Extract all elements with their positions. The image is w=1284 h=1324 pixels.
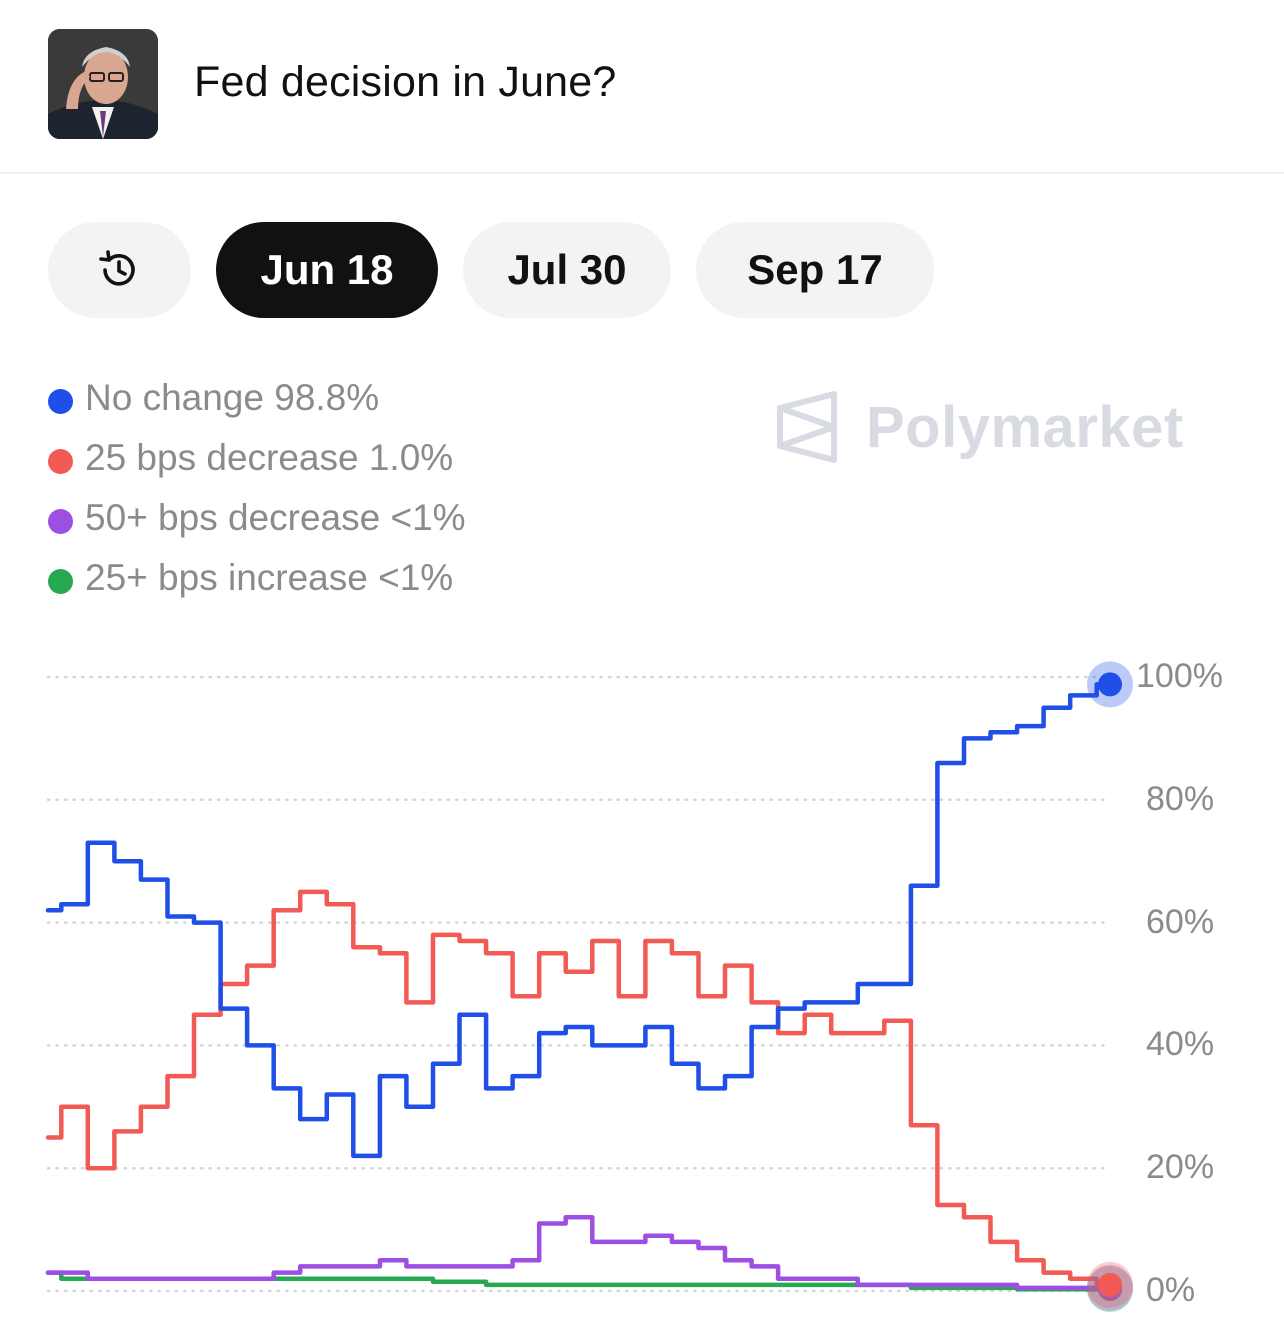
endpoint-marker	[1098, 1272, 1122, 1297]
legend-label: 25+ bps increase <1%	[85, 557, 454, 598]
legend-dot	[48, 569, 73, 594]
polymarket-watermark: Polymarket	[776, 390, 1183, 469]
y-tick-label: 0%	[1146, 1271, 1196, 1309]
watermark-text: Polymarket	[866, 395, 1184, 460]
legend-dot	[48, 509, 73, 534]
tab-jun-18[interactable]: Jun 18	[216, 222, 438, 318]
series-line-25-bps-decrease	[45, 889, 1113, 1288]
page-title: Fed decision in June?	[194, 58, 617, 106]
legend-label: No change 98.8%	[85, 377, 380, 418]
legend-dot	[48, 449, 73, 474]
legend-dot	[48, 389, 73, 414]
y-tick-label: 100%	[1136, 657, 1223, 695]
legend-label: 50+ bps decrease <1%	[85, 497, 466, 538]
header: Fed decision in June?	[0, 0, 1284, 174]
y-tick-label: 80%	[1146, 779, 1215, 818]
tab-sep-17[interactable]: Sep 17	[696, 222, 934, 318]
endpoint-marker	[1098, 672, 1122, 697]
tab-jul-30[interactable]: Jul 30	[463, 222, 671, 318]
avatar	[48, 29, 158, 139]
legend-label: 25 bps decrease 1.0%	[85, 437, 454, 478]
history-button[interactable]	[48, 222, 191, 318]
y-tick-label: 60%	[1146, 902, 1215, 941]
y-tick-label: 20%	[1146, 1148, 1215, 1187]
portrait-image	[48, 29, 158, 139]
series-line-50-bps-decrease	[45, 1215, 1113, 1291]
history-icon	[99, 250, 135, 286]
y-tick-label: 40%	[1146, 1025, 1215, 1064]
polymarket-logo-icon	[777, 391, 837, 463]
series-line-no-change	[45, 682, 1113, 1159]
